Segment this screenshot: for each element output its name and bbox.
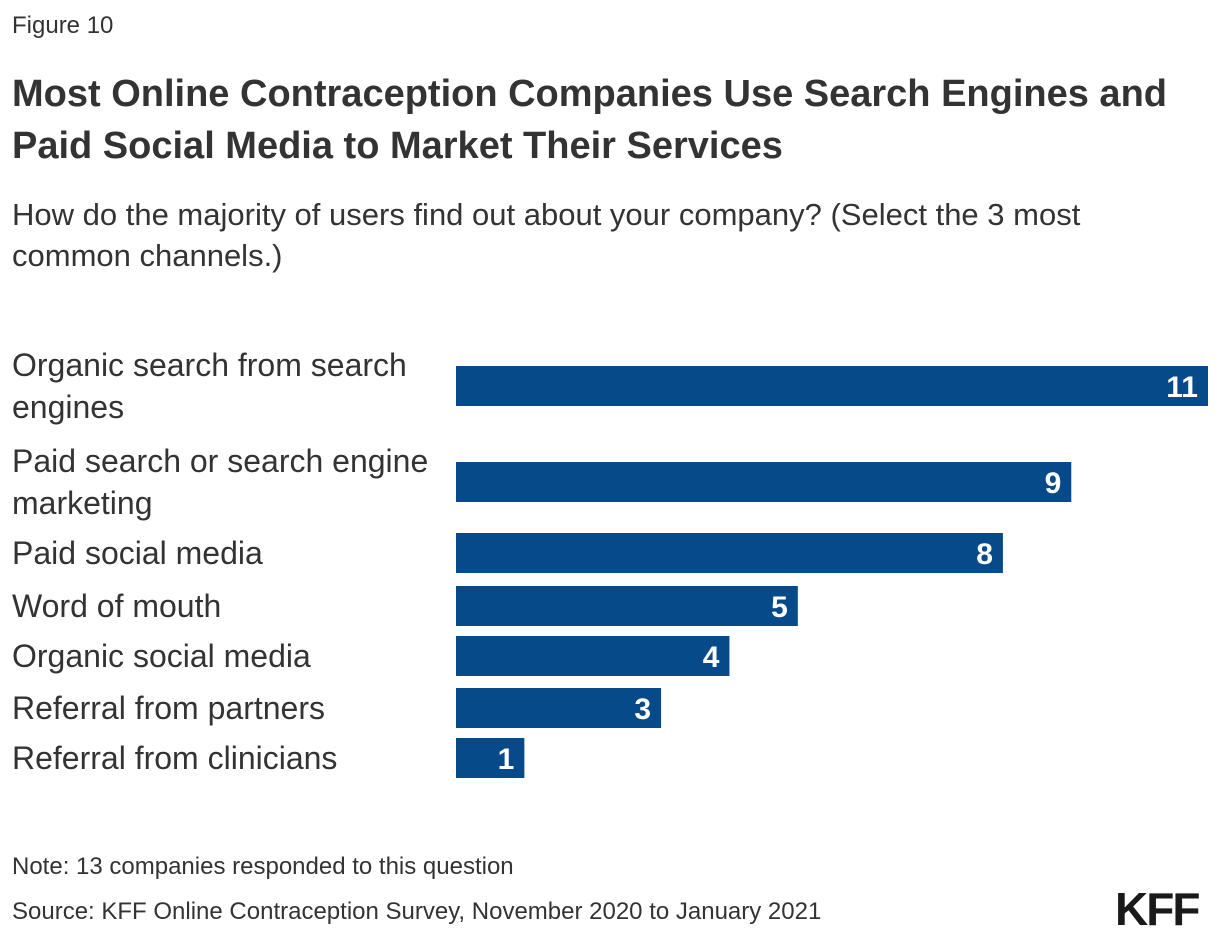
bar-value-label: 3 [634, 693, 651, 726]
kff-logo: KFF [1115, 883, 1200, 935]
category-label: Referral from clinicians [12, 740, 337, 776]
figure-label: Figure 10 [12, 12, 114, 39]
bar-value-label: 9 [1045, 467, 1062, 500]
chart-source: Source: KFF Online Contraception Survey,… [12, 898, 822, 925]
bar [456, 636, 730, 676]
category-label: Organic search from search engines [12, 347, 407, 425]
chart-title: Most Online Contraception Companies Use … [12, 73, 1167, 167]
bar-value-label: 1 [498, 743, 515, 776]
bar [456, 688, 662, 728]
category-label: Organic social media [12, 638, 311, 674]
bar [456, 533, 1003, 573]
chart-note: Note: 13 companies responded to this que… [12, 853, 514, 880]
bar-value-label: 11 [1166, 371, 1198, 404]
bar-value-label: 4 [703, 641, 720, 674]
category-label: Paid social media [12, 535, 263, 571]
category-label: Referral from partners [12, 690, 325, 726]
category-label: Word of mouth [12, 588, 221, 624]
bar-value-label: 8 [976, 538, 993, 571]
bar [456, 366, 1208, 406]
bar-value-label: 5 [771, 591, 788, 624]
chart-subtitle: How do the majority of users find out ab… [12, 197, 1081, 273]
bar-chart: Organic search from search engines 11 Paid … [12, 347, 1208, 778]
bar [456, 586, 798, 626]
category-label: Paid search or search engine marketing [12, 443, 428, 521]
bar [456, 462, 1072, 502]
bar [456, 738, 525, 778]
